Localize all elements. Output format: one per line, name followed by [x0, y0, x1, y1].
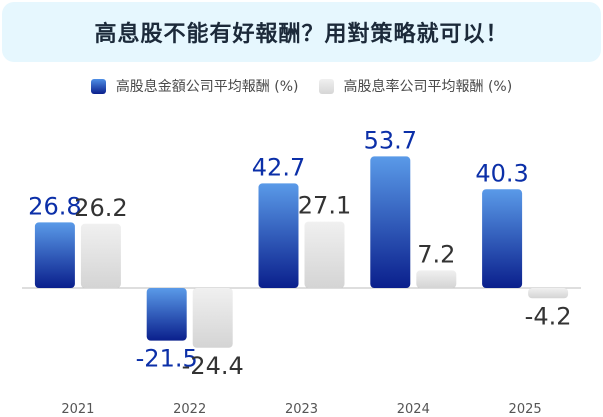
- bar-series-2-2023: [304, 221, 345, 288]
- bar-series-2-2022: [192, 288, 233, 348]
- legend-label-series-1: 高股息金額公司平均報酬 (%): [115, 79, 299, 95]
- data-label-series-2-2022: -24.4: [182, 352, 244, 380]
- data-label-series-2-2025: -4.2: [525, 302, 572, 330]
- legend-item-series-1: 高股息金額公司平均報酬 (%): [90, 76, 299, 96]
- bar-series-2-2025: [528, 288, 569, 299]
- data-label-series-1-2025: 40.3: [475, 159, 528, 187]
- legend: 高股息金額公司平均報酬 (%) 高股息率公司平均報酬 (%): [0, 76, 603, 96]
- bar-series-1-2024: [370, 156, 411, 288]
- data-label-series-2-2021: 26.2: [74, 194, 127, 222]
- x-tick-label-2022: 2022: [173, 402, 206, 417]
- data-label-series-2-2024: 7.2: [417, 240, 455, 268]
- legend-label-series-2: 高股息率公司平均報酬 (%): [343, 79, 513, 95]
- data-label-series-1-2023: 42.7: [252, 153, 305, 181]
- legend-swatch-gray: [318, 78, 334, 94]
- bar-series-2-2021: [80, 223, 121, 288]
- data-label-series-1-2024: 53.7: [364, 126, 417, 154]
- data-label-series-1-2021: 26.8: [28, 192, 81, 220]
- bar-series-1-2022: [146, 288, 187, 341]
- bar-series-1-2023: [258, 183, 299, 288]
- x-tick-label-2023: 2023: [285, 402, 318, 417]
- page-title: 高息股不能有好報酬？用對策略就可以！: [94, 22, 509, 47]
- legend-item-series-2: 高股息率公司平均報酬 (%): [318, 76, 513, 96]
- x-tick-label-2024: 2024: [397, 402, 430, 417]
- data-label-series-2-2023: 27.1: [298, 192, 351, 220]
- data-label-series-1-2022: -21.5: [136, 345, 198, 373]
- x-tick-label-2021: 2021: [61, 402, 94, 417]
- legend-swatch-blue: [90, 78, 106, 94]
- bar-series-1-2021: [34, 222, 75, 288]
- bar-series-1-2025: [482, 189, 523, 288]
- bar-series-2-2024: [416, 270, 457, 288]
- title-banner: 高息股不能有好報酬？用對策略就可以！: [2, 2, 601, 62]
- x-tick-label-2025: 2025: [509, 402, 542, 417]
